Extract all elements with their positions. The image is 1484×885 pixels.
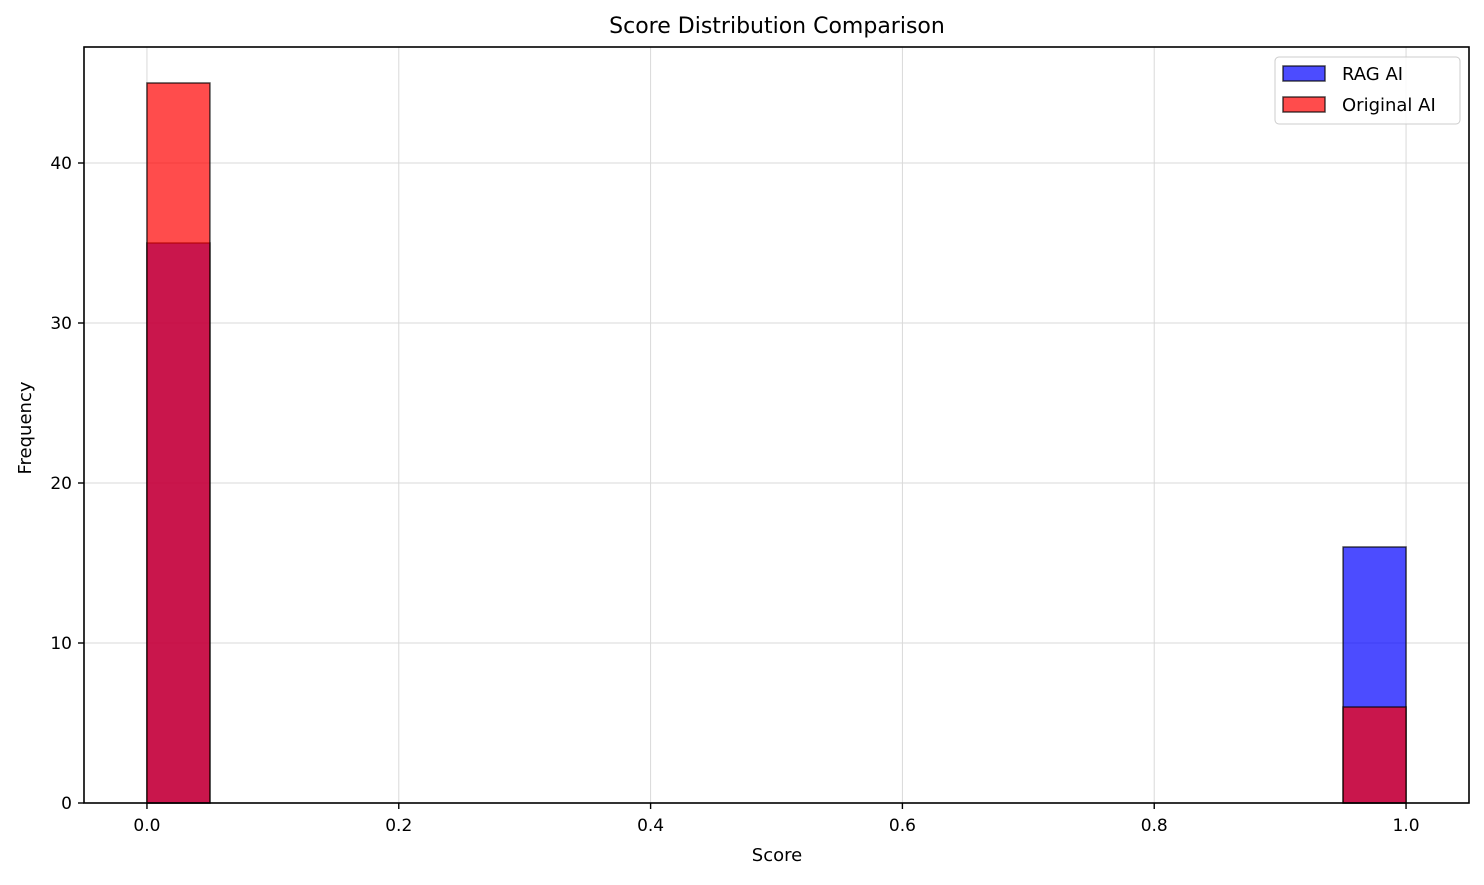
x-tick-label: 0.8 bbox=[1141, 816, 1168, 836]
x-tick-label: 0.6 bbox=[889, 816, 916, 836]
y-tick-label: 10 bbox=[50, 634, 72, 654]
legend: RAG AI Original AI bbox=[1274, 56, 1461, 125]
x-tick-label: 1.0 bbox=[1393, 816, 1420, 836]
x-tick-label: 0.2 bbox=[385, 816, 412, 836]
legend-label: Original AI bbox=[1342, 95, 1436, 116]
histogram-bar-original-ai bbox=[1342, 706, 1407, 804]
y-tick-label: 20 bbox=[50, 474, 72, 494]
y-axis-label: Frequency bbox=[15, 381, 36, 474]
legend-swatch bbox=[1282, 96, 1326, 113]
y-tick-label: 0 bbox=[61, 794, 72, 814]
y-tick-label: 30 bbox=[50, 314, 72, 334]
histogram-bar-original-ai bbox=[146, 82, 211, 804]
plot-frame bbox=[83, 46, 1470, 804]
legend-label: RAG AI bbox=[1342, 64, 1403, 85]
x-tick-label: 0.0 bbox=[133, 816, 160, 836]
histogram-bars bbox=[146, 82, 1407, 804]
x-axis-ticks: 0.0 0.2 0.4 0.6 0.8 1.0 bbox=[133, 803, 1420, 836]
y-tick-label: 40 bbox=[50, 154, 72, 174]
chart-title: Score Distribution Comparison bbox=[609, 14, 945, 39]
x-tick-label: 0.4 bbox=[637, 816, 664, 836]
x-axis-label: Score bbox=[752, 845, 802, 866]
legend-swatch bbox=[1282, 65, 1326, 82]
y-axis-ticks: 0 10 20 30 40 bbox=[50, 154, 84, 814]
